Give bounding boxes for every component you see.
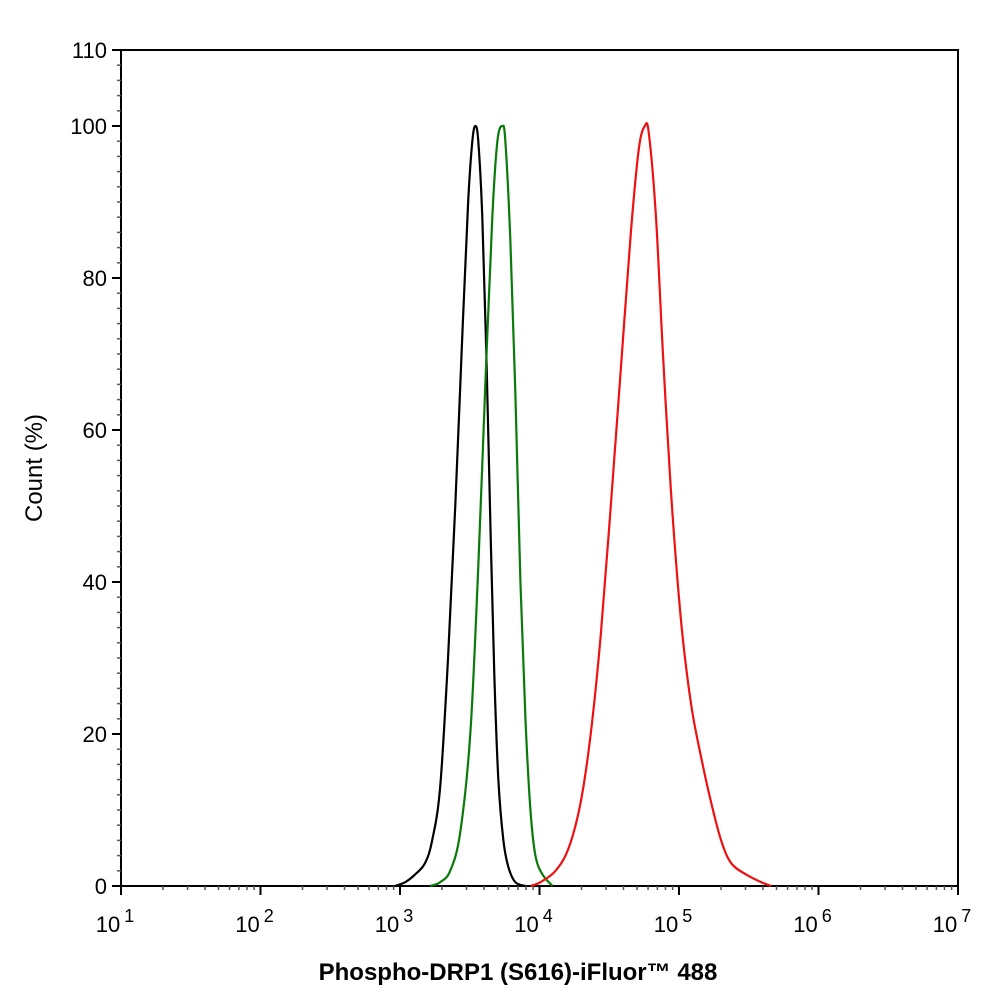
y-tick-label: 110: [72, 38, 107, 63]
plot-frame: [120, 49, 959, 887]
x-tick-exponent: 4: [543, 906, 553, 926]
x-tick-label: 10 3: [375, 906, 414, 937]
x-tick-exponent: 5: [682, 906, 692, 926]
x-tick-label: 10 6: [793, 906, 832, 937]
x-tick-base: 10: [375, 912, 399, 937]
histogram-series-3: [530, 122, 772, 888]
y-axis-title: Count (%): [21, 414, 48, 522]
series-group: [394, 122, 772, 888]
x-tick-exponent: 1: [124, 906, 134, 926]
y-tick-label: 20: [83, 722, 107, 747]
x-tick-base: 10: [933, 912, 957, 937]
x-tick-base: 10: [514, 912, 538, 937]
x-tick-label: 10 7: [933, 906, 972, 937]
x-tick-label: 10 2: [235, 906, 274, 937]
x-tick-label: 10 5: [654, 906, 693, 937]
histogram-series-2: [429, 124, 554, 888]
x-tick-exponent: 3: [403, 906, 413, 926]
x-tick-base: 10: [96, 912, 120, 937]
histogram-series-1: [394, 124, 526, 888]
x-tick-base: 10: [654, 912, 678, 937]
x-tick-exponent: 6: [822, 906, 832, 926]
y-tick-label: 0: [95, 874, 107, 899]
x-tick-label: 10 1: [96, 906, 135, 937]
x-tick-exponent: 7: [961, 906, 971, 926]
x-tick-base: 10: [235, 912, 259, 937]
y-tick-label: 40: [83, 570, 107, 595]
x-axis-title: Phospho-DRP1 (S616)-iFluor™ 488: [319, 959, 718, 986]
x-tick-base: 10: [793, 912, 817, 937]
x-tick-label: 10 4: [514, 906, 553, 937]
y-tick-label: 100: [70, 114, 107, 139]
y-tick-label: 80: [83, 266, 107, 291]
x-tick-exponent: 2: [264, 906, 274, 926]
y-tick-label: 60: [83, 418, 107, 443]
